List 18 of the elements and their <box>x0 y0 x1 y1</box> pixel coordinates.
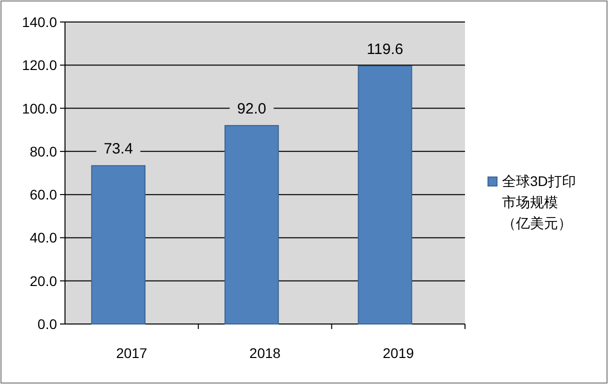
data-label: 119.6 <box>366 41 404 58</box>
y-tick-label: 40.0 <box>30 230 58 246</box>
x-tick-label: 2018 <box>249 345 281 361</box>
y-tick-label: 80.0 <box>30 143 58 160</box>
y-tick-label: 60.0 <box>30 186 58 203</box>
bar <box>91 165 146 324</box>
y-tick-label: 100.0 <box>22 100 58 116</box>
y-tick-label: 120.0 <box>22 57 58 74</box>
y-tick-label: 0.0 <box>38 316 58 332</box>
bar <box>224 125 279 324</box>
x-tick-label: 2019 <box>382 345 414 361</box>
y-tick-label: 20.0 <box>30 272 58 289</box>
x-tick-label: 2017 <box>116 345 148 361</box>
data-label: 73.4 <box>104 140 133 158</box>
bar <box>358 66 412 324</box>
legend-label: 全球3D打印市场规模（亿美元） <box>502 173 576 231</box>
data-label: 92.0 <box>237 100 266 118</box>
y-tick-label: 140.0 <box>22 14 58 30</box>
